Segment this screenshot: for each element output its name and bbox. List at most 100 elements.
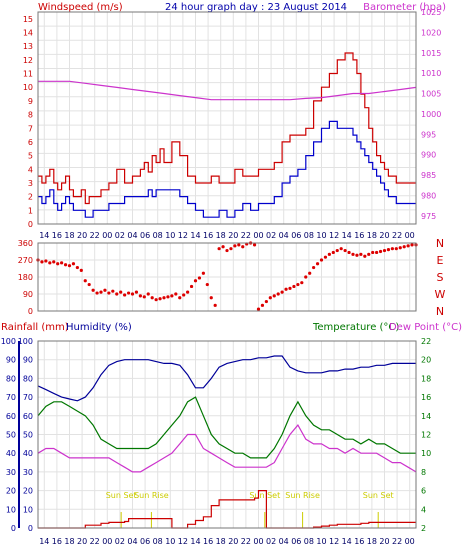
windspeed-axis-title: Windspeed (m/s) — [38, 2, 123, 13]
direction-point — [63, 263, 68, 267]
x-tick-label: 18 — [367, 231, 377, 240]
direction-point — [103, 288, 107, 292]
direction-point — [272, 294, 276, 298]
direction-point — [91, 288, 95, 292]
direction-point — [280, 290, 284, 294]
direction-point — [60, 261, 64, 265]
direction-point — [170, 294, 174, 298]
y-tick-label: 5 — [28, 152, 33, 161]
x-tick-label: 06 — [291, 537, 301, 546]
x-tick-label: 00 — [405, 537, 415, 546]
x-tick-label: 02 — [115, 231, 125, 240]
y-tick-label: 1005 — [421, 90, 441, 99]
y-tick-label: 10 — [23, 83, 33, 92]
direction-point — [319, 258, 324, 262]
direction-point — [398, 246, 402, 250]
direction-point — [166, 295, 170, 299]
y-tick-label: 30 — [6, 468, 16, 477]
temperature-axis-title: Temperature (°C) — [312, 322, 399, 333]
y-tick-label: 20 — [23, 487, 33, 496]
direction-point — [99, 290, 103, 294]
compass-label: S — [437, 271, 444, 284]
direction-point — [40, 260, 44, 264]
direction-point — [292, 284, 296, 289]
x-tick-label: 12 — [178, 231, 188, 240]
y-tick-label: 1020 — [421, 28, 441, 37]
direction-point — [130, 292, 135, 296]
y-tick-label: 90 — [23, 290, 33, 299]
x-tick-label: 14 — [190, 537, 200, 546]
y-tick-label: 14 — [421, 412, 431, 421]
direction-point — [217, 247, 221, 251]
direction-point — [264, 299, 268, 304]
direction-point — [276, 292, 280, 296]
direction-point — [371, 250, 375, 255]
sun-annotation: Sun Set — [363, 491, 394, 500]
y-tick-label: 70 — [23, 393, 33, 402]
y-tick-label: 10 — [421, 449, 431, 458]
direction-point — [237, 243, 241, 247]
direction-point — [284, 287, 288, 291]
y-tick-label: 40 — [23, 449, 33, 458]
direction-point — [209, 296, 213, 300]
direction-point — [67, 264, 72, 268]
x-tick-label: 16 — [203, 537, 213, 546]
x-tick-label: 22 — [392, 231, 402, 240]
y-tick-label: 10 — [6, 505, 16, 514]
direction-point — [402, 245, 406, 249]
x-tick-label: 04 — [279, 537, 289, 546]
y-tick-label: 8 — [421, 468, 426, 477]
y-tick-label: 0 — [11, 524, 16, 533]
x-tick-label: 00 — [102, 537, 112, 546]
y-tick-label: 18 — [421, 374, 431, 383]
y-tick-label: 360 — [18, 239, 33, 248]
direction-point — [260, 303, 265, 307]
direction-point — [123, 293, 127, 297]
direction-point — [193, 279, 198, 283]
y-tick-label: 7 — [28, 124, 33, 133]
direction-point — [347, 250, 351, 255]
y-tick-label: 980 — [421, 191, 436, 200]
direction-point — [355, 253, 359, 257]
direction-point — [107, 291, 111, 295]
direction-point — [201, 271, 205, 275]
dewpoint-axis-title: Dew Point (°C) — [389, 322, 462, 333]
direction-point — [44, 259, 48, 263]
y-tick-label: 0 — [28, 307, 33, 316]
y-tick-label: 40 — [6, 449, 16, 458]
x-tick-label: 16 — [52, 231, 62, 240]
direction-point — [256, 307, 261, 311]
y-tick-label: 100 — [18, 337, 33, 346]
direction-point — [394, 247, 398, 251]
y-tick-label: 10 — [23, 505, 33, 514]
x-tick-label: 10 — [316, 537, 326, 546]
direction-point — [378, 249, 383, 254]
direction-point — [146, 292, 150, 296]
x-tick-label: 16 — [203, 231, 213, 240]
direction-point — [390, 247, 394, 251]
y-tick-label: 100 — [1, 337, 16, 346]
x-tick-label: 08 — [153, 537, 163, 546]
direction-point — [288, 286, 292, 290]
direction-point — [213, 303, 217, 307]
sun-annotation: Sun Rise — [285, 491, 320, 500]
x-tick-label: 06 — [140, 231, 150, 240]
x-tick-label: 16 — [52, 537, 62, 546]
y-tick-label: 60 — [6, 412, 16, 421]
x-tick-label: 02 — [115, 537, 125, 546]
direction-point — [134, 290, 139, 294]
y-tick-label: 180 — [18, 273, 33, 282]
compass-label: E — [437, 254, 444, 267]
direction-point — [56, 262, 60, 266]
direction-point — [154, 298, 158, 302]
y-tick-label: 990 — [421, 151, 436, 160]
y-tick-label: 995 — [421, 130, 436, 139]
y-tick-label: 2 — [421, 524, 426, 533]
plot-frame — [37, 340, 417, 529]
y-tick-label: 60 — [23, 412, 33, 421]
y-tick-label: 20 — [6, 487, 16, 496]
x-tick-label: 12 — [178, 537, 188, 546]
direction-point — [186, 290, 190, 294]
direction-point — [182, 293, 186, 297]
x-tick-label: 14 — [342, 537, 352, 546]
